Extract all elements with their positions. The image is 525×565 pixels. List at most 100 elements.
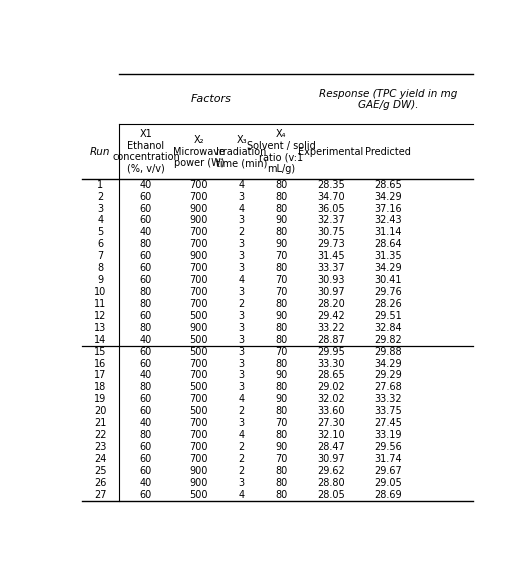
- Text: 40: 40: [140, 334, 152, 345]
- Text: 3: 3: [238, 251, 245, 261]
- Text: 70: 70: [275, 251, 288, 261]
- Text: 28.80: 28.80: [317, 478, 345, 488]
- Text: 3: 3: [238, 383, 245, 393]
- Text: 90: 90: [275, 311, 287, 321]
- Text: 80: 80: [275, 383, 287, 393]
- Text: 27.30: 27.30: [317, 418, 345, 428]
- Text: 34.70: 34.70: [317, 192, 345, 202]
- Text: 2: 2: [238, 406, 245, 416]
- Text: 700: 700: [190, 227, 208, 237]
- Text: 28.87: 28.87: [317, 334, 345, 345]
- Text: 900: 900: [190, 466, 208, 476]
- Text: 500: 500: [190, 383, 208, 393]
- Text: 33.30: 33.30: [317, 359, 345, 368]
- Text: 700: 700: [190, 240, 208, 249]
- Text: 25: 25: [94, 466, 107, 476]
- Text: 700: 700: [190, 430, 208, 440]
- Text: 80: 80: [275, 323, 287, 333]
- Text: 4: 4: [238, 430, 245, 440]
- Text: 60: 60: [140, 359, 152, 368]
- Text: 80: 80: [275, 263, 287, 273]
- Text: 37.16: 37.16: [374, 203, 402, 214]
- Text: 2: 2: [238, 299, 245, 309]
- Text: 60: 60: [140, 192, 152, 202]
- Text: 3: 3: [238, 359, 245, 368]
- Text: 60: 60: [140, 406, 152, 416]
- Text: 28.47: 28.47: [317, 442, 345, 452]
- Text: 24: 24: [94, 454, 107, 464]
- Text: 3: 3: [238, 263, 245, 273]
- Text: 10: 10: [94, 287, 107, 297]
- Text: 11: 11: [94, 299, 107, 309]
- Text: 15: 15: [94, 347, 107, 357]
- Text: 900: 900: [190, 203, 208, 214]
- Text: 900: 900: [190, 478, 208, 488]
- Text: 27.45: 27.45: [374, 418, 402, 428]
- Text: 700: 700: [190, 442, 208, 452]
- Text: 30.41: 30.41: [374, 275, 402, 285]
- Text: 28.20: 28.20: [317, 299, 345, 309]
- Text: 3: 3: [238, 347, 245, 357]
- Text: 2: 2: [238, 454, 245, 464]
- Text: 900: 900: [190, 215, 208, 225]
- Text: 2: 2: [238, 442, 245, 452]
- Text: X₂
Microwave
power (W): X₂ Microwave power (W): [173, 135, 225, 168]
- Text: 70: 70: [275, 418, 288, 428]
- Text: 500: 500: [190, 334, 208, 345]
- Text: 60: 60: [140, 215, 152, 225]
- Text: 40: 40: [140, 478, 152, 488]
- Text: 32.02: 32.02: [317, 394, 345, 405]
- Text: 3: 3: [238, 334, 245, 345]
- Text: 80: 80: [275, 478, 287, 488]
- Text: 28.35: 28.35: [317, 180, 345, 190]
- Text: Factors: Factors: [191, 94, 232, 105]
- Text: 80: 80: [275, 490, 287, 499]
- Text: 30.97: 30.97: [317, 454, 345, 464]
- Text: Experimental: Experimental: [299, 146, 364, 157]
- Text: 31.45: 31.45: [317, 251, 345, 261]
- Text: 40: 40: [140, 371, 152, 380]
- Text: 4: 4: [238, 203, 245, 214]
- Text: 29.05: 29.05: [374, 478, 402, 488]
- Text: 80: 80: [275, 430, 287, 440]
- Text: 60: 60: [140, 311, 152, 321]
- Text: 5: 5: [97, 227, 103, 237]
- Text: 80: 80: [140, 430, 152, 440]
- Text: 700: 700: [190, 454, 208, 464]
- Text: 31.35: 31.35: [374, 251, 402, 261]
- Text: 29.51: 29.51: [374, 311, 402, 321]
- Text: 12: 12: [94, 311, 107, 321]
- Text: 80: 80: [275, 180, 287, 190]
- Text: 34.29: 34.29: [374, 192, 402, 202]
- Text: 60: 60: [140, 275, 152, 285]
- Text: 33.60: 33.60: [317, 406, 345, 416]
- Text: 28.69: 28.69: [374, 490, 402, 499]
- Text: 40: 40: [140, 180, 152, 190]
- Text: 3: 3: [238, 371, 245, 380]
- Text: X₄
Solvent / solid
ratio (v:1
mL/g): X₄ Solvent / solid ratio (v:1 mL/g): [247, 129, 316, 174]
- Text: 70: 70: [275, 347, 288, 357]
- Text: 60: 60: [140, 203, 152, 214]
- Text: 80: 80: [275, 192, 287, 202]
- Text: 80: 80: [140, 323, 152, 333]
- Text: 90: 90: [275, 442, 287, 452]
- Text: 700: 700: [190, 192, 208, 202]
- Text: 90: 90: [275, 394, 287, 405]
- Text: 29.76: 29.76: [374, 287, 402, 297]
- Text: 70: 70: [275, 287, 288, 297]
- Text: 3: 3: [238, 478, 245, 488]
- Text: 60: 60: [140, 454, 152, 464]
- Text: 60: 60: [140, 347, 152, 357]
- Text: 34.29: 34.29: [374, 263, 402, 273]
- Text: 29.42: 29.42: [317, 311, 345, 321]
- Text: 60: 60: [140, 490, 152, 499]
- Text: 30.97: 30.97: [317, 287, 345, 297]
- Text: 700: 700: [190, 275, 208, 285]
- Text: 700: 700: [190, 263, 208, 273]
- Text: 29.73: 29.73: [317, 240, 345, 249]
- Text: 32.84: 32.84: [374, 323, 402, 333]
- Text: 20: 20: [94, 406, 107, 416]
- Text: 40: 40: [140, 227, 152, 237]
- Text: 22: 22: [94, 430, 107, 440]
- Text: 32.37: 32.37: [317, 215, 345, 225]
